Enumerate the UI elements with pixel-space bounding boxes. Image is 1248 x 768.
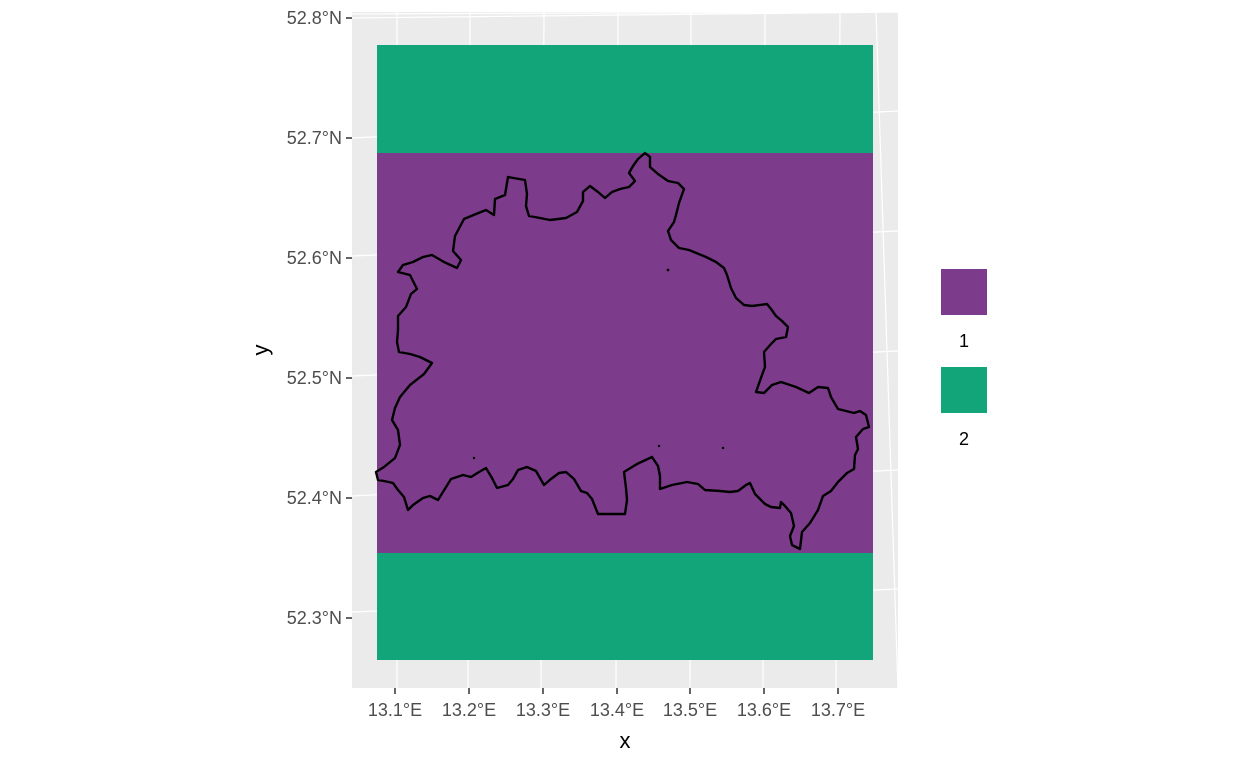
x-axis-title: x [620, 728, 631, 753]
fragment-dot [657, 444, 661, 448]
fragment-dot [666, 268, 670, 272]
x-axis: 13.1°E 13.2°E 13.3°E 13.4°E 13.5°E 13.6°… [368, 688, 865, 720]
legend-label-2: 2 [959, 429, 969, 449]
y-tick-label: 52.7°N [287, 128, 342, 148]
y-tick-label: 52.6°N [287, 248, 342, 268]
x-tick-label: 13.6°E [737, 700, 791, 720]
x-tick-label: 13.3°E [516, 700, 570, 720]
y-tick-label: 52.3°N [287, 608, 342, 628]
berlin-boundary-outline [374, 151, 871, 551]
legend: 1 2 [941, 269, 987, 449]
x-tick-label: 13.5°E [663, 700, 717, 720]
y-tick-label: 52.4°N [287, 488, 342, 508]
x-tick-label: 13.2°E [442, 700, 496, 720]
raster-band-class-2-bottom [377, 553, 873, 660]
raster-band-class-2-top [377, 45, 873, 153]
raster-bands [377, 45, 873, 660]
y-axis-title: y [248, 345, 273, 356]
boundary-fragments [472, 268, 725, 460]
legend-label-1: 1 [959, 331, 969, 351]
x-tick-label: 13.7°E [811, 700, 865, 720]
y-axis: 52.3°N 52.4°N 52.5°N 52.6°N 52.7°N 52.8°… [287, 8, 352, 628]
fragment-dot [721, 446, 725, 450]
y-tick-label: 52.5°N [287, 368, 342, 388]
fragment-dot [472, 456, 476, 460]
y-tick-label: 52.8°N [287, 8, 342, 28]
x-tick-label: 13.4°E [590, 700, 644, 720]
x-tick-label: 13.1°E [368, 700, 422, 720]
legend-key-2 [941, 367, 987, 413]
raster-band-class-1 [377, 153, 873, 553]
gridline-lat-52.8 [351, 11, 899, 19]
graticule-edge [351, 11, 899, 691]
legend-key-1 [941, 269, 987, 315]
